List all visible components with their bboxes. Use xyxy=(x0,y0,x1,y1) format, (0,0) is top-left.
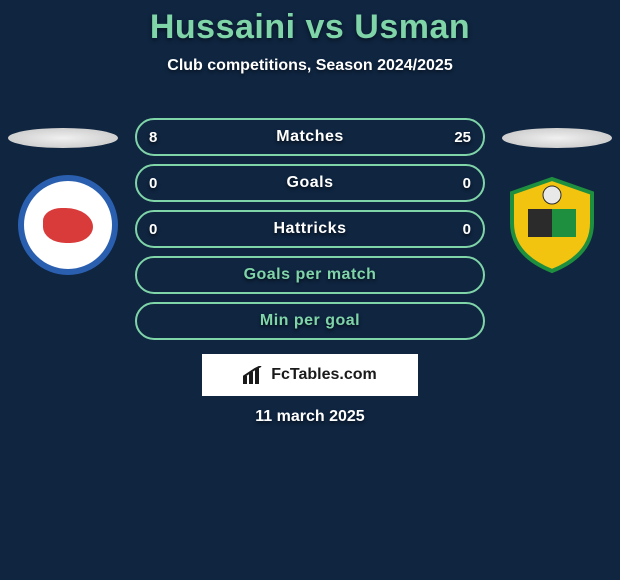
stat-row: Goals 0 0 xyxy=(135,164,485,202)
stats-panel: Matches 8 25 Goals 0 0 Hattricks 0 0 Goals per ma… xyxy=(135,118,485,348)
stat-right-value: 25 xyxy=(454,129,471,146)
stat-label: Hattricks xyxy=(274,220,347,238)
left-decor-ellipse xyxy=(8,128,118,148)
header: Hussaini vs Usman Club competitions, Sea… xyxy=(0,0,620,75)
right-decor-ellipse xyxy=(502,128,612,148)
stat-left-value: 0 xyxy=(149,221,157,238)
crest-shape-icon xyxy=(43,208,93,243)
stat-row: Min per goal xyxy=(135,302,485,340)
page-subtitle: Club competitions, Season 2024/2025 xyxy=(0,57,620,75)
right-team-crest xyxy=(502,175,602,275)
brand-text: FcTables.com xyxy=(271,366,377,384)
stat-label: Matches xyxy=(276,128,344,146)
bar-chart-icon xyxy=(243,366,265,384)
stat-row: Matches 8 25 xyxy=(135,118,485,156)
stat-row: Goals per match xyxy=(135,256,485,294)
stat-right-value: 0 xyxy=(463,221,471,238)
stat-label: Min per goal xyxy=(260,312,360,330)
stat-row: Hattricks 0 0 xyxy=(135,210,485,248)
shield-icon xyxy=(502,175,602,275)
left-team-crest xyxy=(18,175,118,275)
stat-right-value: 0 xyxy=(463,175,471,192)
footer-date: 11 march 2025 xyxy=(0,408,620,426)
brand-logo: FcTables.com xyxy=(202,354,418,396)
stat-left-value: 0 xyxy=(149,175,157,192)
page-title: Hussaini vs Usman xyxy=(0,8,620,47)
stat-label: Goals xyxy=(287,174,334,192)
stat-label: Goals per match xyxy=(244,266,377,284)
stat-left-value: 8 xyxy=(149,129,157,146)
